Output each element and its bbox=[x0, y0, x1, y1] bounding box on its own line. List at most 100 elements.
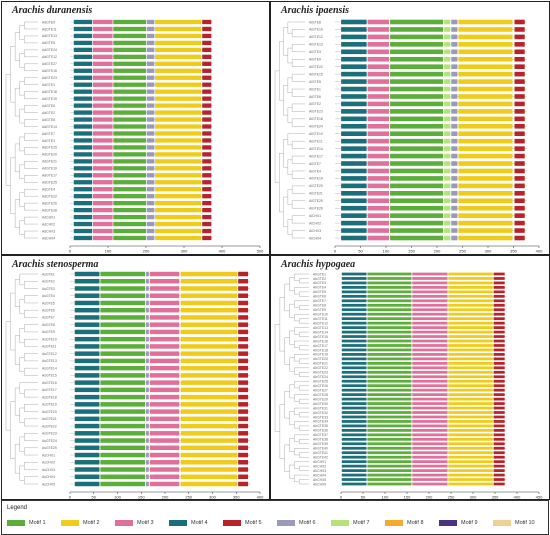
legend: Legend Motif 1 Motif 2 Motif 3 Motif 4 Motif… bbox=[1, 500, 549, 535]
motif-block bbox=[238, 365, 249, 371]
motif-block bbox=[341, 478, 367, 481]
motif-block bbox=[367, 442, 412, 446]
motif-block bbox=[202, 103, 212, 108]
motif-block bbox=[180, 373, 238, 378]
x-axis: 0 50 100 150 200 250 300 350 400 bbox=[334, 245, 543, 254]
motif-block bbox=[458, 138, 513, 144]
motif-block bbox=[146, 214, 155, 220]
motif-block bbox=[412, 361, 448, 365]
motif-block bbox=[341, 397, 367, 401]
gene-label: AdCHX2 bbox=[42, 222, 55, 226]
legend-item: Motif 4 bbox=[169, 519, 208, 527]
gene-label: AhGTE22 bbox=[313, 366, 328, 370]
gene-label: AsGTE22 bbox=[42, 424, 57, 428]
motif-block bbox=[100, 474, 146, 480]
motif-block bbox=[341, 176, 367, 181]
legend-item: Motif 1 bbox=[7, 519, 46, 527]
motif-block bbox=[458, 79, 513, 84]
motif-block bbox=[493, 348, 505, 352]
motif-row bbox=[70, 201, 213, 206]
motif-row bbox=[341, 424, 507, 428]
motif-block bbox=[202, 131, 212, 136]
gene-label: AdGTE7 bbox=[42, 132, 55, 136]
motif-block bbox=[155, 138, 202, 143]
motif-block bbox=[202, 124, 212, 129]
motif-block bbox=[92, 166, 113, 171]
motif-row bbox=[70, 96, 213, 101]
motif-block bbox=[390, 79, 444, 84]
motif-block bbox=[100, 300, 146, 306]
motif-block bbox=[448, 415, 493, 419]
motif-block bbox=[493, 330, 505, 334]
motif-row bbox=[70, 373, 251, 378]
motif-block bbox=[341, 437, 367, 441]
motif-block bbox=[74, 452, 100, 458]
motif-row bbox=[335, 161, 527, 166]
motif-block bbox=[113, 131, 146, 136]
motif-block bbox=[514, 56, 525, 62]
motif-block bbox=[341, 451, 367, 455]
motif-block bbox=[146, 387, 149, 393]
motif-block bbox=[146, 315, 149, 320]
motif-block bbox=[448, 397, 493, 401]
motif-block bbox=[74, 307, 100, 313]
motif-block bbox=[367, 56, 390, 62]
tick-label: 300 bbox=[470, 495, 477, 500]
motif-block bbox=[390, 161, 444, 166]
motif-block bbox=[92, 159, 113, 164]
motif-block bbox=[412, 424, 448, 428]
motif-block bbox=[493, 406, 505, 410]
motif-block bbox=[238, 460, 249, 465]
motif-block bbox=[113, 26, 146, 32]
motif-block bbox=[74, 416, 100, 422]
motif-row bbox=[341, 469, 507, 472]
motif-block bbox=[180, 315, 238, 320]
gene-label: AdGTE13 bbox=[42, 34, 57, 38]
motif-row bbox=[70, 61, 213, 66]
motif-block bbox=[341, 56, 367, 62]
motif-block bbox=[73, 47, 93, 53]
motif-block bbox=[341, 344, 367, 347]
motif-block bbox=[412, 348, 448, 352]
gene-label: AiGTE20 bbox=[309, 184, 323, 188]
motif-block bbox=[155, 68, 202, 73]
tick-label: 500 bbox=[257, 249, 264, 254]
motif-block bbox=[412, 420, 448, 423]
motif-block bbox=[493, 353, 505, 356]
motif-block bbox=[73, 214, 93, 220]
motif-block bbox=[458, 153, 513, 159]
legend-item: Motif 7 bbox=[331, 519, 370, 527]
motif-row bbox=[70, 138, 213, 143]
motif-block bbox=[238, 452, 249, 458]
motif-row bbox=[341, 290, 507, 294]
motif-row bbox=[70, 416, 251, 422]
motif-block bbox=[412, 460, 448, 464]
motif-block bbox=[412, 379, 448, 383]
motif-block bbox=[100, 358, 146, 364]
motif-row bbox=[335, 42, 527, 47]
motif-block bbox=[73, 96, 93, 101]
motif-block bbox=[149, 394, 180, 400]
motif-block bbox=[202, 235, 212, 241]
tick-label: 100 bbox=[382, 495, 389, 500]
motif-block bbox=[367, 437, 412, 441]
motif-block bbox=[149, 336, 180, 342]
motif-block bbox=[444, 168, 451, 174]
motif-block bbox=[100, 271, 146, 277]
motif-block bbox=[149, 293, 180, 298]
gene-label: AsGTE24 bbox=[42, 439, 57, 443]
motif-block bbox=[451, 138, 458, 144]
gene-label: AiGTE22 bbox=[309, 65, 323, 69]
tick-label: 400 bbox=[514, 495, 521, 500]
motif-block bbox=[367, 317, 412, 321]
gene-label: AsCHX1 bbox=[42, 453, 55, 457]
motif-block bbox=[180, 474, 238, 480]
gene-label: AhGTE16 bbox=[313, 339, 328, 343]
motif-block bbox=[444, 220, 451, 226]
motif-block bbox=[146, 431, 149, 436]
gene-label: AiGTE11 bbox=[309, 139, 323, 143]
motif-block bbox=[367, 353, 412, 356]
motif-row bbox=[341, 370, 507, 374]
motif-block bbox=[73, 124, 93, 129]
